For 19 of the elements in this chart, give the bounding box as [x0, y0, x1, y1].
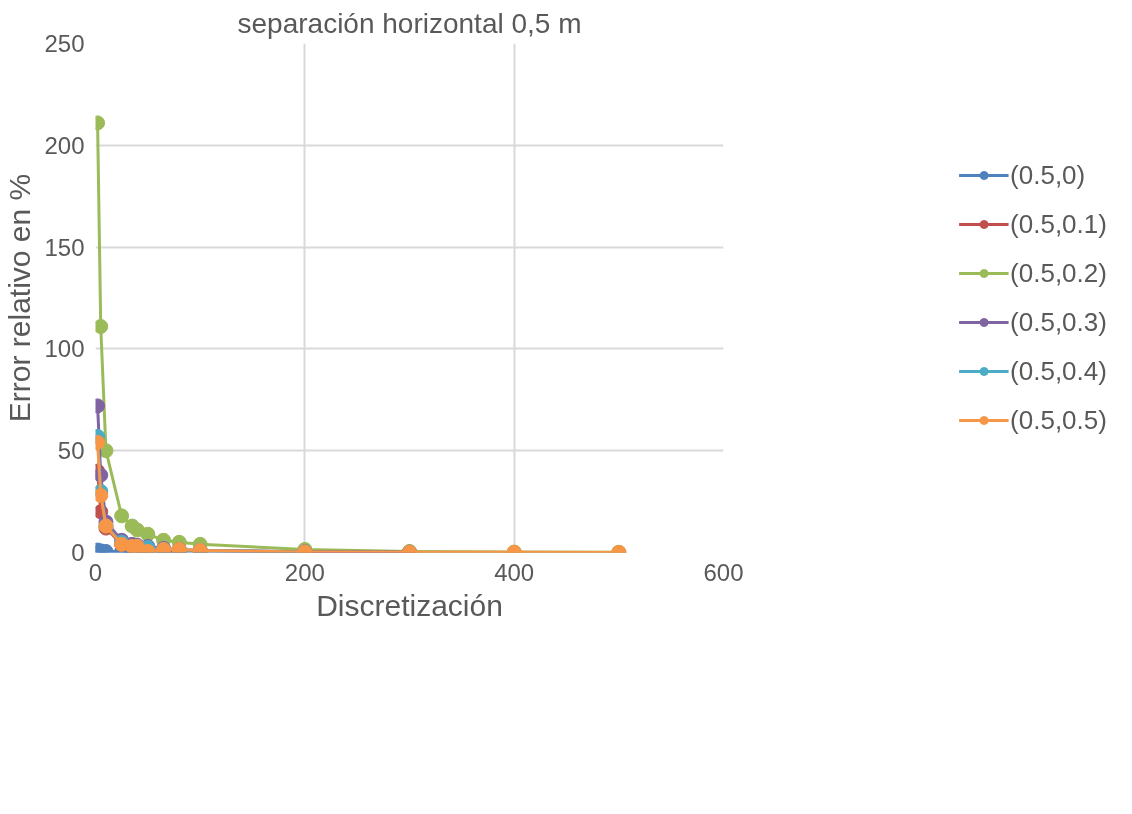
y-tick-label: 200 [44, 131, 85, 159]
x-tick-label: 200 [284, 558, 325, 586]
y-axis-title: Error relativo en % [3, 173, 37, 423]
x-tick-label: 600 [703, 558, 744, 586]
y-tick-label: 100 [44, 335, 85, 363]
legend-label: (0.5,0.3) [1010, 306, 1107, 338]
y-tick-label: 0 [71, 539, 85, 566]
y-tick-label: 250 [44, 30, 85, 57]
legend-label: (0.5,0.4) [1010, 355, 1107, 387]
y-tick-label: 150 [44, 233, 85, 261]
chart-title: separación horizontal 0,5 m [237, 7, 582, 39]
x-axis-title: Discretización [316, 588, 503, 622]
legend-label: (0.5,0.5) [1010, 404, 1107, 436]
x-tick-label: 400 [494, 558, 535, 586]
legend-label: (0.5,0) [1010, 159, 1086, 191]
x-tick-label: 0 [88, 558, 103, 586]
legend-label: (0.5,0.2) [1010, 257, 1107, 289]
legend-label: (0.5,0.1) [1010, 208, 1107, 240]
y-tick-label: 50 [57, 437, 85, 465]
